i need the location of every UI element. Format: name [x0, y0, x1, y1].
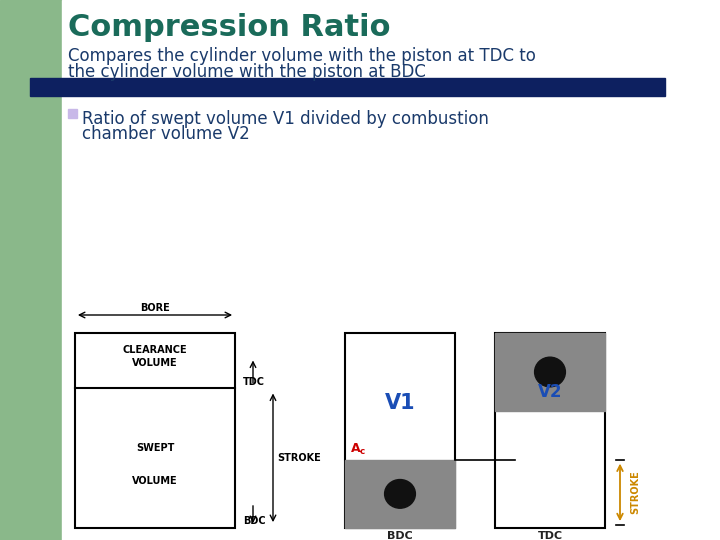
Text: Compares the cylinder volume with the piston at TDC to: Compares the cylinder volume with the pi… — [68, 47, 536, 65]
Bar — [68, 109, 77, 118]
Text: STROKE: STROKE — [277, 453, 320, 463]
Ellipse shape — [534, 357, 565, 387]
Text: CLEARANCE
VOLUME: CLEARANCE VOLUME — [122, 345, 187, 368]
Text: BDC: BDC — [387, 531, 413, 540]
Bar — [75, 333, 235, 528]
Text: $\mathbf{A_c}$: $\mathbf{A_c}$ — [350, 442, 366, 457]
Text: Ratio of swept volume V1 divided by combustion: Ratio of swept volume V1 divided by comb… — [82, 110, 489, 128]
Text: chamber volume V2: chamber volume V2 — [82, 125, 250, 143]
Text: STROKE: STROKE — [630, 470, 640, 514]
Bar — [30, 78, 665, 96]
Bar — [495, 333, 605, 411]
Text: SWEPT

VOLUME: SWEPT VOLUME — [132, 443, 178, 486]
Text: BORE: BORE — [140, 303, 170, 313]
Text: BDC: BDC — [243, 516, 266, 526]
Text: V2: V2 — [538, 383, 562, 401]
Bar — [0, 0, 62, 540]
Text: TDC: TDC — [537, 531, 562, 540]
Bar — [495, 333, 605, 528]
Text: the cylinder volume with the piston at BDC: the cylinder volume with the piston at B… — [68, 63, 426, 81]
Text: V1: V1 — [384, 393, 415, 413]
Bar — [345, 460, 455, 528]
Text: Compression Ratio: Compression Ratio — [68, 13, 390, 42]
Bar — [345, 333, 455, 528]
Ellipse shape — [384, 480, 415, 508]
Text: TDC: TDC — [243, 376, 265, 387]
